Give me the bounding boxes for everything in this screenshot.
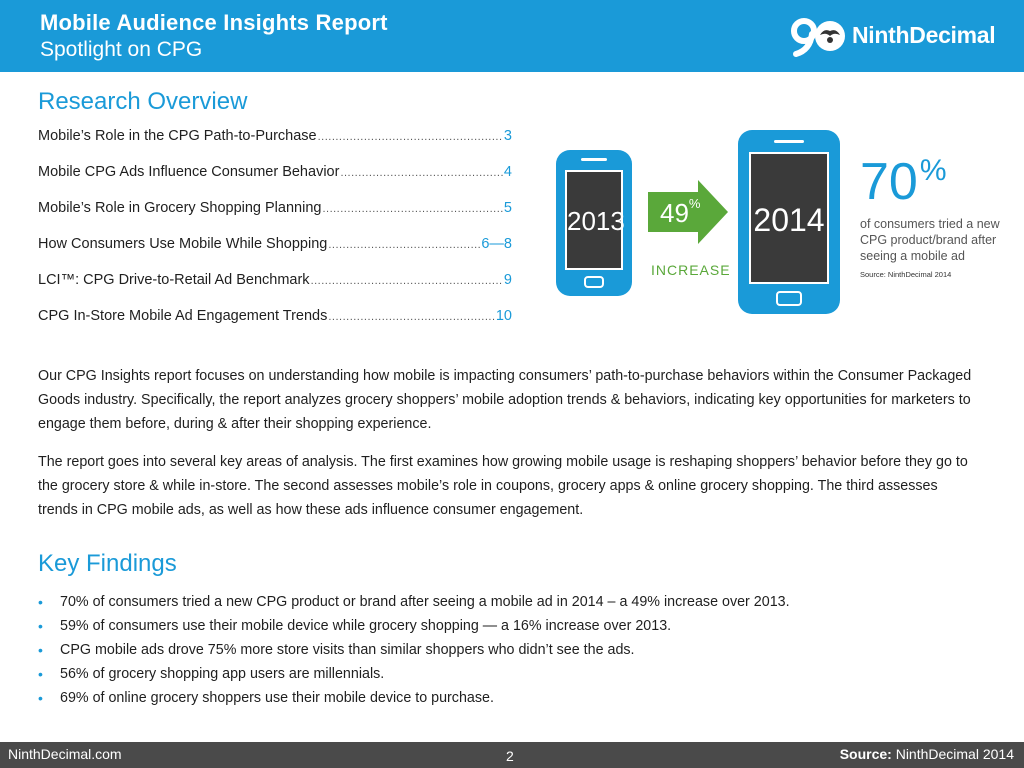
footer-source-label: Source: [839,746,892,762]
toc-item[interactable]: Mobile CPG Ads Influence Consumer Behavi… [38,164,512,200]
toc-item[interactable]: CPG In-Store Mobile Ad Engagement Trends… [38,308,512,344]
footer-source: Source: NinthDecimal 2014 [840,746,1014,762]
toc-item[interactable]: Mobile’s Role in Grocery Shopping Planni… [38,200,512,236]
logo-text-ninth: Ninth [852,22,910,48]
toc-item[interactable]: How Consumers Use Mobile While Shopping … [38,236,512,272]
finding-text: 56% of grocery shopping app users are mi… [60,666,385,682]
toc-item-page: 9 [503,272,512,288]
table-of-contents: Mobile’s Role in the CPG Path-to-Purchas… [38,128,512,344]
logo-text-decimal: Decimal [909,22,996,48]
toc-item-page: 3 [503,128,512,144]
finding-item: • 59% of consumers use their mobile devic… [38,616,790,640]
ninthdecimal-logo: NinthDecimal [790,14,1005,60]
bullet-icon: • [38,690,43,706]
stat-source: Source: NinthDecimal 2014 [860,270,952,279]
intro-paragraph: Our CPG Insights report focuses on under… [38,368,972,432]
logo-mark-icon [791,18,845,57]
toc-item-label: LCI™: CPG Drive-to-Retail Ad Benchmark [38,272,310,288]
report-subtitle: Spotlight on CPG [40,38,203,61]
bullet-icon: • [38,594,43,610]
finding-item: • 56% of grocery shopping app users are m… [38,664,790,688]
key-findings-heading: Key Findings [38,550,177,577]
key-findings-list: • 70% of consumers tried a new CPG produc… [38,592,790,712]
year-2014-label: 2014 [753,202,825,238]
footer-site-link[interactable]: NinthDecimal.com [8,746,122,762]
phone-home-button [776,291,802,306]
phone-home-button [584,276,604,288]
analysis-paragraph: The report goes into several key areas o… [38,454,968,518]
toc-item-label: CPG In-Store Mobile Ad Engagement Trends [38,308,328,324]
increase-unit: % [688,196,701,211]
finding-item: • CPG mobile ads drove 75% more store vis… [38,640,790,664]
toc-leader-dots [340,164,502,180]
toc-leader-dots [318,128,503,144]
stat-unit: % [919,154,947,187]
finding-text: 70% of consumers tried a new CPG product… [60,594,790,610]
increase-number: 49 [660,198,689,228]
phone-2013-icon: 2013 [556,150,632,296]
year-2013-label: 2013 [567,206,625,236]
toc-item-page: 6—8 [481,236,512,252]
increase-value: 49% [660,196,701,229]
phone-speaker [581,158,607,161]
headline-stat: 70% [860,152,947,212]
stat-description: of consumers tried a new CPG product/bra… [860,217,1000,263]
finding-text: 59% of consumers use their mobile device… [60,618,672,634]
toc-leader-dots [328,236,480,252]
toc-item[interactable]: Mobile’s Role in the CPG Path-to-Purchas… [38,128,512,164]
research-overview-heading: Research Overview [38,88,248,115]
phone-2014-icon: 2014 [738,130,840,314]
finding-text: 69% of online grocery shoppers use their… [60,690,494,706]
toc-item-label: How Consumers Use Mobile While Shopping [38,236,328,252]
toc-leader-dots [322,200,502,216]
increase-arrow: 49% [648,180,728,244]
toc-item[interactable]: LCI™: CPG Drive-to-Retail Ad Benchmark 9 [38,272,512,308]
footer-source-value: NinthDecimal 2014 [895,746,1014,762]
toc-item-page: 5 [503,200,512,216]
bullet-icon: • [38,642,43,658]
toc-item-page: 4 [503,164,512,180]
phone-screen: 2014 [749,152,829,284]
toc-item-label: Mobile’s Role in the CPG Path-to-Purchas… [38,128,317,144]
right-arrow-icon [648,180,728,244]
finding-item: • 70% of consumers tried a new CPG produc… [38,592,790,616]
finding-item: • 69% of online grocery shoppers use thei… [38,688,790,712]
bullet-icon: • [38,666,43,682]
phone-speaker [774,140,804,143]
stat-number: 70 [860,153,918,211]
page-footer: NinthDecimal.com 2 Source: NinthDecimal … [0,742,1024,768]
phone-screen: 2013 [565,170,625,270]
bullet-icon: • [38,618,43,634]
report-title: Mobile Audience Insights Report [40,10,388,35]
toc-item-page: 10 [495,308,512,324]
report-header: Mobile Audience Insights Report Spotligh… [0,0,1024,72]
finding-text: CPG mobile ads drove 75% more store visi… [60,642,635,658]
toc-item-label: Mobile CPG Ads Influence Consumer Behavi… [38,164,340,180]
toc-item-label: Mobile’s Role in Grocery Shopping Planni… [38,200,322,216]
toc-leader-dots [311,272,503,288]
logo-wordmark: NinthDecimal [852,22,996,49]
page-number: 2 [506,748,514,764]
increase-label: INCREASE [651,262,731,278]
toc-leader-dots [328,308,495,324]
